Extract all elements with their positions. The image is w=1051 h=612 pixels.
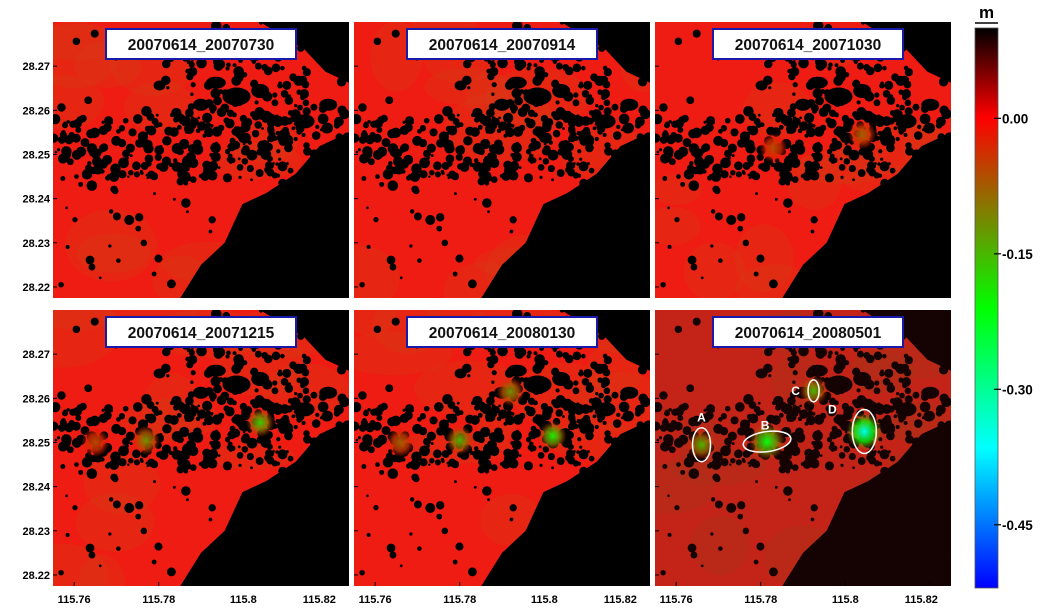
annotation-ellipse-b [742,430,792,453]
panel-title: 20070614_20080501 [735,325,882,342]
deformation-zone [846,412,883,451]
panel-1: 20070614_20070730 [53,22,349,298]
annotation-ellipse-c [807,379,820,403]
colorbar-tick-label: -0.30 [1002,382,1033,397]
y-tick-label: 28.25 [22,437,50,449]
y-tick-label: 28.25 [22,149,50,161]
y-tick-label: 28.22 [22,282,50,294]
y-tick-label: 28.26 [22,105,50,117]
x-tick-label: 115.8 [230,594,257,606]
y-tick-label: 28.26 [22,393,50,405]
y-tick-label: 28.24 [22,194,50,206]
y-tick-label: 28.23 [22,238,50,250]
deformation-zone [81,427,110,458]
deformation-zone [759,133,788,163]
deformation-zone [538,421,567,451]
deformation-zone [799,376,828,406]
colorbar-tick-label: -0.45 [1002,518,1033,533]
y-tick-label: 28.24 [22,482,50,494]
annotation-label-d: D [828,402,837,416]
colorbar-tick-label: -0.15 [1002,247,1033,262]
panel-title: 20070614_20071215 [128,325,275,342]
panel-title-box [105,28,297,60]
colorbar-unit: m [979,3,994,22]
annotation-label-b: B [761,419,770,433]
deformation-zone [386,427,415,458]
y-tick-label: 28.22 [22,570,50,582]
colorbar: m 0.00 -0.15 -0.30 -0.45 [974,3,1033,589]
panel-5: 20070614_20080130 [354,310,650,586]
deformation-zone [848,119,877,150]
x-tick-label: 115.76 [660,594,693,606]
deformation-zone [246,407,275,438]
panel-title: 20070614_20071030 [735,37,882,54]
colorbar-bar [974,27,999,589]
panel-title: 20070614_20080130 [429,325,576,342]
panel-title-box [712,28,904,60]
deformation-zone [687,429,716,460]
annotation-ellipse-d [851,408,878,455]
deformation-zone [749,422,786,461]
panel-title-box [406,28,598,60]
panel-title: 20070614_20070730 [128,37,275,54]
y-tick-label: 28.27 [22,61,50,73]
colorbar-tick-label: 0.00 [1002,111,1028,126]
x-tick-label: 115.78 [142,594,175,606]
annotation-ellipse-a [691,426,712,463]
x-tick-label: 115.76 [58,594,91,606]
y-tick-label: 28.27 [22,349,50,361]
x-tick-label: 115.82 [604,594,637,606]
panel-2: 20070614_20070914 [354,22,650,298]
annotation-label-c: C [791,384,800,398]
panel-grid: 20070614_20070730 20070614_20070914 200706… [53,22,951,586]
x-tick-label: 115.82 [303,594,336,606]
deformation-zone [132,425,161,455]
x-tick-label: 115.8 [832,594,859,606]
panel-6: A B C D 20070614_20080501 [655,310,951,586]
panel-4: 20070614_20071215 [53,310,349,586]
y-tick-label: 28.23 [22,526,50,538]
panel-title: 20070614_20070914 [429,37,576,54]
panel-title-box [712,316,904,348]
x-tick-label: 115.76 [359,594,392,606]
x-tick-label: 115.78 [443,594,476,606]
x-tick-label: 115.8 [531,594,558,606]
axes: 28.27 28.26 28.25 28.24 28.23 28.22 28.27 28.26… [22,61,937,606]
x-tick-label: 115.82 [905,594,938,606]
deformation-zone [496,376,525,407]
panel-title-box [105,316,297,348]
x-tick-label: 115.78 [744,594,777,606]
panel-3: 20070614_20071030 [655,22,951,298]
deformation-zone [445,425,474,455]
panel-title-box [406,316,598,348]
annotation-label-a: A [697,411,706,425]
